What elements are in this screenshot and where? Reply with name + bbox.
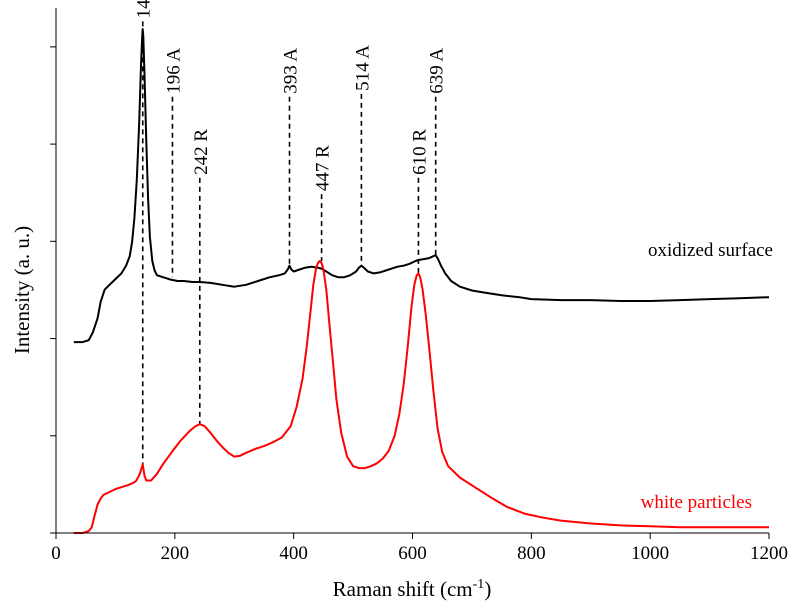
series-line-white-particles (73, 260, 769, 534)
series-label-oxidized-surface: oxidized surface (648, 240, 773, 261)
x-axis-title-main: Raman shift (cm (333, 577, 473, 601)
axis-ticks: 0 200 400 600 800 1000 1200 (50, 46, 788, 564)
peak-label: 393 A (281, 48, 302, 94)
x-axis-title-suffix: ) (484, 577, 491, 601)
peak-label: 610 R (409, 129, 430, 175)
peak-annotations: 146 A 196 A 242 R 393 A 447 R 514 A 610 R 639 A (134, 0, 448, 465)
peak-label: 196 A (163, 48, 184, 94)
x-tick-label: 1200 (750, 543, 788, 564)
x-axis-title-superscript: -1 (473, 577, 485, 592)
series-line-oxidized-surface (73, 28, 770, 344)
x-tick-label: 800 (517, 543, 546, 564)
peak-label: 447 R (313, 145, 334, 191)
peak-label: 146 A (134, 0, 155, 18)
y-axis-title: Intensity (a. u.) (10, 226, 34, 354)
spectrum-series (73, 28, 770, 534)
series-label-white-particles: white particles (641, 492, 752, 513)
peak-label: 639 A (427, 48, 448, 94)
peak-label: 514 A (352, 45, 373, 91)
x-tick-label: 400 (279, 543, 308, 564)
x-tick-label: 0 (51, 543, 61, 564)
x-tick-label: 600 (398, 543, 427, 564)
x-axis-title: Raman shift (cm-1) (333, 577, 492, 601)
peak-label: 242 R (191, 129, 212, 175)
x-tick-label: 1000 (631, 543, 669, 564)
x-tick-label: 200 (161, 543, 190, 564)
series-labels: oxidized surface white particles (641, 240, 773, 513)
